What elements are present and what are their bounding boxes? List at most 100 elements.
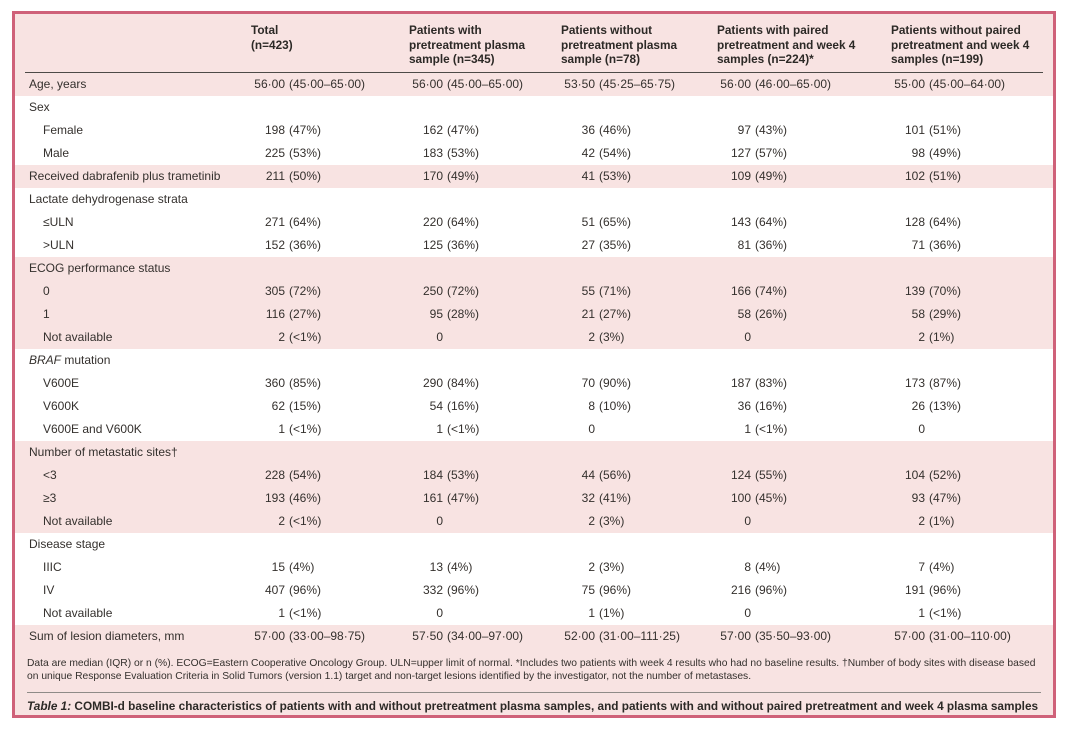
cell: 0 [717, 510, 891, 533]
cell-detail: (96%) [599, 582, 632, 597]
cell [561, 441, 717, 464]
cell-number: 36 [581, 122, 595, 137]
cell-detail: (26%) [755, 306, 788, 321]
cell: 100 (45%) [717, 487, 891, 510]
cell [251, 349, 409, 372]
cell: 0 [717, 326, 891, 349]
row-label: Sex [29, 99, 50, 114]
gene-name: BRAF [29, 352, 62, 367]
cell-number: 102 [904, 168, 925, 183]
cell-number: 2 [588, 513, 595, 528]
cell: 56·00 (45·00–65·00) [409, 73, 561, 96]
cell-detail: (46·00–65·00) [755, 76, 832, 91]
cell-detail: (<1%) [289, 329, 322, 344]
cell-number: 109 [730, 168, 751, 183]
cell-number: 1 [436, 421, 443, 436]
cell-number: 2 [918, 513, 925, 528]
cell-number: 2 [918, 329, 925, 344]
column-header-line: sample (n=78) [561, 52, 641, 66]
cell: 0 [409, 326, 561, 349]
cell-detail: (83%) [755, 375, 788, 390]
cell-number: 95 [429, 306, 443, 321]
column-header: Patients without pretreatment plasma sampl… [561, 23, 717, 67]
cell: 0 [891, 418, 1041, 441]
cell: 162 (47%) [409, 119, 561, 142]
cell-number: 2 [278, 329, 285, 344]
cell: 53·50 (45·25–65·75) [561, 73, 717, 96]
cell: 81 (36%) [717, 234, 891, 257]
cell-detail: (36%) [447, 237, 480, 252]
cell: 41 (53%) [561, 165, 717, 188]
table-row: 0 305 (72%) 250 (72%) 55 (71%) 166 (74%) 139 (70%) [15, 280, 1053, 303]
column-header-line: samples (n=224)* [717, 52, 814, 66]
cell-number: 143 [730, 214, 751, 229]
cell: 2 (3%) [561, 556, 717, 579]
cell: 271 (64%) [251, 211, 409, 234]
cell-number: 1 [278, 421, 285, 436]
cell-number: 104 [904, 467, 925, 482]
cell-number: 42 [581, 145, 595, 160]
cell: 98 (49%) [891, 142, 1041, 165]
cell-detail: (96%) [755, 582, 788, 597]
cell [409, 257, 561, 280]
cell: 1 (<1%) [891, 602, 1041, 625]
cell-detail: (53%) [599, 168, 632, 183]
cell-detail: (<1%) [929, 605, 962, 620]
cell [891, 96, 1041, 119]
cell-detail: (27%) [289, 306, 322, 321]
cell: 95 (28%) [409, 303, 561, 326]
cell-detail: (87%) [929, 375, 962, 390]
cell-detail: (1%) [929, 513, 955, 528]
cell-detail: (45%) [755, 490, 788, 505]
cell-detail: (16%) [447, 398, 480, 413]
cell-number: 71 [911, 237, 925, 252]
cell-number: 97 [737, 122, 751, 137]
cell-detail: (45·00–64·00) [929, 76, 1006, 91]
column-header-line: sample (n=345) [409, 52, 495, 66]
table-caption: Table 1: COMBI-d baseline characteristic… [15, 693, 1053, 716]
cell-detail: (36%) [755, 237, 788, 252]
column-header: Total (n=423) [251, 23, 409, 52]
cell: 27 (35%) [561, 234, 717, 257]
cell-detail: (49%) [755, 168, 788, 183]
cell-detail: (3%) [599, 329, 625, 344]
cell [409, 96, 561, 119]
cell-detail: (51%) [929, 122, 962, 137]
cell: 2 (3%) [561, 510, 717, 533]
cell: 42 (54%) [561, 142, 717, 165]
cell [717, 441, 891, 464]
cell: 1 (<1%) [717, 418, 891, 441]
row-label: Female [43, 122, 84, 137]
cell: 305 (72%) [251, 280, 409, 303]
cell: 216 (96%) [717, 579, 891, 602]
table-row: >ULN 152 (36%) 125 (36%) 27 (35%) 81 (36%) 71 (36%… [15, 233, 1053, 257]
cell-detail: (<1%) [755, 421, 788, 436]
cell-detail: (45·00–65·00) [289, 76, 366, 91]
row-label: >ULN [43, 237, 75, 252]
cell: 13 (4%) [409, 556, 561, 579]
cell-detail: (47%) [929, 490, 962, 505]
cell: 54 (16%) [409, 395, 561, 418]
cell-number: 228 [264, 467, 285, 482]
cell-number: 56·00 [412, 76, 443, 91]
row-label: BRAF mutation [29, 352, 111, 367]
cell-detail: (52%) [929, 467, 962, 482]
cell [717, 533, 891, 556]
cell-number: 191 [904, 582, 925, 597]
column-header-line: pretreatment plasma [409, 37, 526, 52]
cell-detail: (47%) [447, 122, 480, 137]
table-row: Lactate dehydrogenase strata [15, 187, 1053, 211]
cell-detail: (33·00–98·75) [289, 628, 366, 643]
cell: 183 (53%) [409, 142, 561, 165]
caption-divider [27, 691, 1041, 693]
cell: 2 (<1%) [251, 326, 409, 349]
table-row: V600E and V600K 1 (<1%) 1 (<1%) 0 1 (<1%) 0 [15, 417, 1053, 441]
cell-number: 8 [744, 559, 751, 574]
cell-detail: (51%) [929, 168, 962, 183]
cell-number: 41 [581, 168, 595, 183]
cell: 184 (53%) [409, 464, 561, 487]
cell-detail: (4%) [929, 559, 955, 574]
cell-number: 75 [581, 582, 595, 597]
column-header-line: (n=423) [251, 37, 293, 52]
cell-number: 56·00 [720, 76, 751, 91]
